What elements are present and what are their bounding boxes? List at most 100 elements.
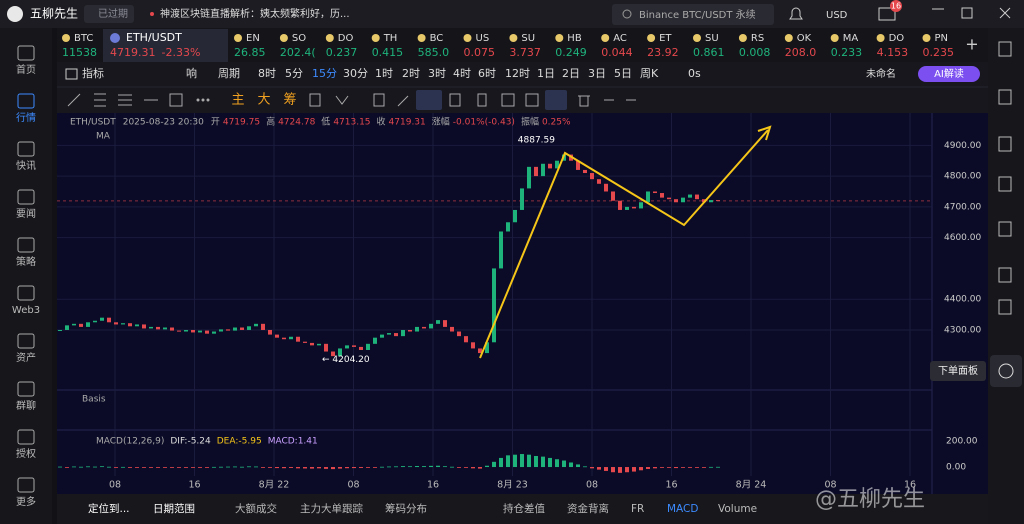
ticker-name[interactable]: HB [567, 33, 582, 44]
interval[interactable]: 周K [640, 67, 659, 80]
window-close[interactable] [999, 7, 1011, 19]
ticker-name[interactable]: BTC [74, 33, 93, 44]
nav-label[interactable]: 行情 [16, 111, 36, 124]
order-panel-button[interactable] [990, 355, 1022, 387]
ticker-price[interactable]: 0.237 [326, 46, 358, 59]
ticker-price[interactable]: 0.415 [372, 46, 404, 59]
indicator-btn[interactable]: 指标 [82, 66, 104, 80]
nav-label[interactable]: 资产 [16, 351, 36, 364]
interval[interactable]: 2日 [562, 67, 580, 80]
interval[interactable]: 6时 [478, 67, 496, 80]
tool-label[interactable]: 筹 [283, 92, 296, 108]
bell-icon[interactable] [789, 7, 803, 20]
alert-btn[interactable]: 响 [186, 67, 197, 80]
interval[interactable]: 1日 [537, 67, 555, 80]
ticker-price[interactable]: 23.92 [647, 46, 679, 59]
interval[interactable]: 3时 [428, 67, 446, 80]
ticker-name[interactable]: MA [843, 33, 859, 44]
ticker-price[interactable]: 0.249 [555, 46, 587, 59]
ticker-price[interactable]: 0.235 [923, 46, 955, 59]
ticker-name[interactable]: SU [705, 33, 719, 44]
ticker-name[interactable]: EN [246, 33, 260, 44]
nav-label[interactable]: Web3 [12, 305, 40, 316]
ticker-name[interactable]: RS [751, 33, 764, 44]
nav-label[interactable]: 策略 [16, 255, 36, 268]
interval[interactable]: 2时 [402, 67, 420, 80]
tool-label[interactable]: 主 [231, 93, 244, 108]
active-ticker-change[interactable]: -2.33% [162, 46, 201, 59]
ticker-price[interactable]: 4.153 [877, 46, 909, 59]
ticker-price[interactable]: 0.008 [739, 46, 771, 59]
nav-icon[interactable] [17, 141, 35, 157]
interval[interactable]: 5日 [614, 67, 632, 80]
ticker-price[interactable]: 26.85 [234, 46, 266, 59]
interval[interactable]: 8时 [258, 67, 276, 80]
bottom-tab[interactable]: Volume [718, 503, 757, 515]
active-ticker-name[interactable]: ETH/USDT [126, 31, 182, 44]
news[interactable]: 神渡区块链直播解析：姨太频繁利好，历... [160, 7, 350, 20]
timer[interactable]: 0s [688, 67, 701, 80]
nav-icon[interactable] [17, 45, 35, 61]
ticker-name[interactable]: DO [889, 33, 905, 44]
ticker-price[interactable]: 202.4( [280, 46, 316, 59]
bottom-tab[interactable]: 主力大单跟踪 [300, 502, 363, 515]
bottom-tab[interactable]: 日期范围 [153, 502, 195, 515]
tool-label[interactable]: 大 [257, 93, 270, 108]
window-max[interactable] [961, 7, 973, 19]
ticker-price[interactable]: 3.737 [509, 46, 541, 59]
interval[interactable]: 12时 [505, 67, 530, 80]
interval[interactable]: 5分 [285, 67, 303, 80]
search-box[interactable] [612, 4, 774, 25]
nav-label[interactable]: 群聊 [16, 399, 36, 412]
interval[interactable]: 1时 [375, 67, 393, 80]
nav-label[interactable]: 授权 [16, 447, 36, 460]
ticker-name[interactable]: OK [797, 33, 812, 44]
bottom-tab[interactable]: 定位到... [88, 502, 130, 515]
ticker-price[interactable]: 0.044 [601, 46, 633, 59]
nav-icon[interactable] [17, 285, 35, 301]
ticker-price[interactable]: 11538 [62, 46, 97, 59]
bottom-tab[interactable]: 大额成交 [235, 502, 277, 515]
ticker-price[interactable]: 208.0 [785, 46, 817, 59]
bottom-tab[interactable]: 资金背离 [567, 502, 609, 515]
ticker-name[interactable]: US [476, 33, 490, 44]
nav-icon[interactable] [17, 333, 35, 349]
ticker-name[interactable]: DO [338, 33, 354, 44]
ticker-name[interactable]: PN [935, 33, 949, 44]
period-btn[interactable]: 周期 [218, 67, 240, 80]
add-ticker[interactable]: + [965, 35, 978, 54]
layout-name[interactable]: 未命名 [866, 67, 896, 80]
interval[interactable]: 4时 [453, 67, 471, 80]
ticker-price[interactable]: 0.075 [464, 46, 496, 59]
ticker-name[interactable]: SU [521, 33, 535, 44]
ticker-name[interactable]: TH [383, 33, 398, 44]
interval[interactable]: 30分 [343, 67, 368, 80]
nav-icon[interactable] [17, 429, 35, 445]
nav-label[interactable]: 快讯 [16, 160, 36, 172]
tool-active[interactable] [545, 90, 567, 110]
nav-icon[interactable] [17, 237, 35, 253]
ticker-name[interactable]: AC [613, 33, 627, 44]
ticker-name[interactable]: SO [292, 33, 306, 44]
ticker-name[interactable]: BC [430, 33, 444, 44]
bottom-tab[interactable]: 筹码分布 [385, 502, 427, 515]
nav-icon[interactable] [17, 477, 35, 493]
nav-icon[interactable] [17, 189, 35, 205]
interval[interactable]: 3日 [588, 67, 606, 80]
ticker-price[interactable]: 0.233 [831, 46, 863, 59]
bottom-tab[interactable]: FR [631, 503, 644, 515]
nav-label[interactable]: 更多 [16, 495, 36, 508]
nav-label[interactable]: 要闻 [16, 207, 36, 220]
currency[interactable]: USD [826, 10, 848, 21]
tool-active[interactable] [416, 90, 442, 110]
nav-icon[interactable] [17, 93, 35, 109]
nav-label[interactable]: 首页 [16, 63, 36, 76]
bottom-tab[interactable]: MACD [667, 503, 698, 515]
mail-icon[interactable] [878, 7, 896, 21]
nav-icon[interactable] [17, 381, 35, 397]
ticker-price[interactable]: 585.0 [418, 46, 450, 59]
active-ticker-bg[interactable] [103, 29, 228, 62]
ticker-price[interactable]: 0.861 [693, 46, 725, 59]
active-ticker-price[interactable]: 4719.31 [110, 46, 156, 59]
bottom-tab[interactable]: 持仓差值 [503, 502, 545, 515]
